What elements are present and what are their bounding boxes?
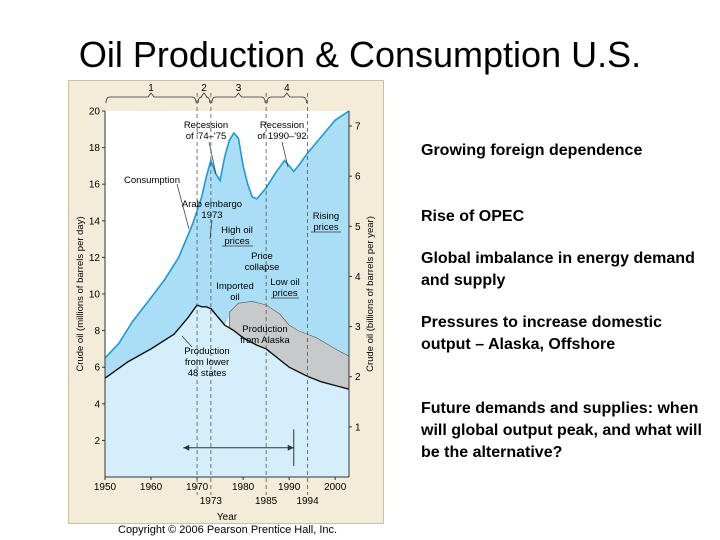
production-area [105,304,349,477]
y-right-tick-label: 5 [355,222,361,233]
period-marker: 2 [201,83,207,94]
arrow-head-right [287,444,294,451]
bullet-item: Global imbalance in energy demand and su… [421,250,695,289]
period-brace [211,92,266,104]
x-tick-label-lower: 1973 [200,496,223,507]
y-axis-label: Crude oil (millions of barrels per day) [75,216,86,371]
x-tick-label: 1980 [232,482,255,493]
y-right-tick-label: 7 [355,122,361,133]
y-tick-label: 4 [94,399,100,410]
y-tick-label: 14 [89,216,101,227]
annotation-lower48: 48 states [188,368,227,379]
period-brace [197,92,211,104]
period-brace [105,92,197,104]
annotation-leader [176,183,190,230]
annotation-imported: Imported [216,281,254,292]
annotation-recession-74: of '74–'75 [186,131,227,142]
chart-figure: 2 4 6 8 10 12 14 16 18 20 1 2 3 4 5 6 7 1950 1960 1970 1980 1… [68,80,384,524]
x-axis-label: Year [217,512,238,523]
y-tick-label: 6 [94,363,100,374]
annotation-recession-90: of 1990–'92 [257,131,306,142]
y-tick-label: 2 [94,436,100,447]
y-tick-label: 18 [89,143,101,154]
y-tick-label: 12 [89,253,101,264]
arrow-head-left [183,444,190,451]
annotation-recession-74: Recession [184,120,228,131]
y-right-tick-label: 6 [355,172,361,183]
annotation-imported: oil [230,292,240,303]
annotation-leader [208,141,217,175]
bullet-item: Growing foreign dependence [421,142,643,159]
annotation-leader [181,335,193,348]
annotation-embargo: Arab embargo [182,199,242,210]
slide-title: Oil Production & Consumption U.S. [78,34,642,75]
period-brace [266,92,307,104]
copyright-text: Copyright © 2006 Pearson Prentice Hall, … [118,524,338,536]
annotation-leader [209,219,213,240]
annotation-rising-prices: Rising [313,211,339,222]
annotation-recession-90: Recession [260,120,304,131]
y-right-tick-label: 1 [355,422,361,433]
annotation-embargo: 1973 [201,210,222,221]
y-tick-label: 10 [89,290,101,301]
period-marker: 3 [236,83,242,94]
consumption-line [104,110,350,359]
period-marker: 4 [284,83,290,94]
y-right-tick-label: 4 [355,272,361,283]
x-tick-label: 1960 [140,482,163,493]
annotation-low-prices: prices [272,288,298,299]
production-line [104,304,350,390]
annotation-alaska: from Alaska [240,335,290,346]
annotation-lower48: Production [184,346,229,357]
annotation-price-collapse: collapse [245,262,280,273]
annotation-rising-prices: prices [313,222,339,233]
y-tick-label: 16 [89,180,101,191]
annotation-high-prices: prices [224,236,250,247]
annotation-leader [281,141,289,168]
annotation-alaska: Production [242,324,287,335]
y-right-tick-label: 2 [355,372,361,383]
annotation-lower48: from lower [185,357,229,368]
bullet-item: Pressures to increase domestic output – … [421,314,663,353]
y-right-tick-label: 3 [355,322,361,333]
imported-oil-area [105,111,349,379]
x-tick-label: 1950 [94,482,117,493]
annotation-price-collapse: Price [251,251,273,262]
bullet-item: Rise of OPEC [421,208,525,225]
period-marker: 1 [148,83,154,94]
annotation-low-prices: Low oil [270,277,300,288]
annotation-high-prices: High oil [221,225,253,236]
y-axis-label-right: Crude oil (billions of barrels per year) [365,216,376,372]
x-tick-label-lower: 1985 [255,496,278,507]
y-tick-label: 8 [94,326,100,337]
x-tick-label-lower: 1994 [296,496,319,507]
bullet-item: Future demands and supplies: when will g… [421,400,702,461]
y-tick-label: 20 [89,107,101,118]
annotation-consumption: Consumption [124,175,180,186]
x-tick-label: 2000 [324,482,347,493]
x-tick-label: 1990 [278,482,301,493]
